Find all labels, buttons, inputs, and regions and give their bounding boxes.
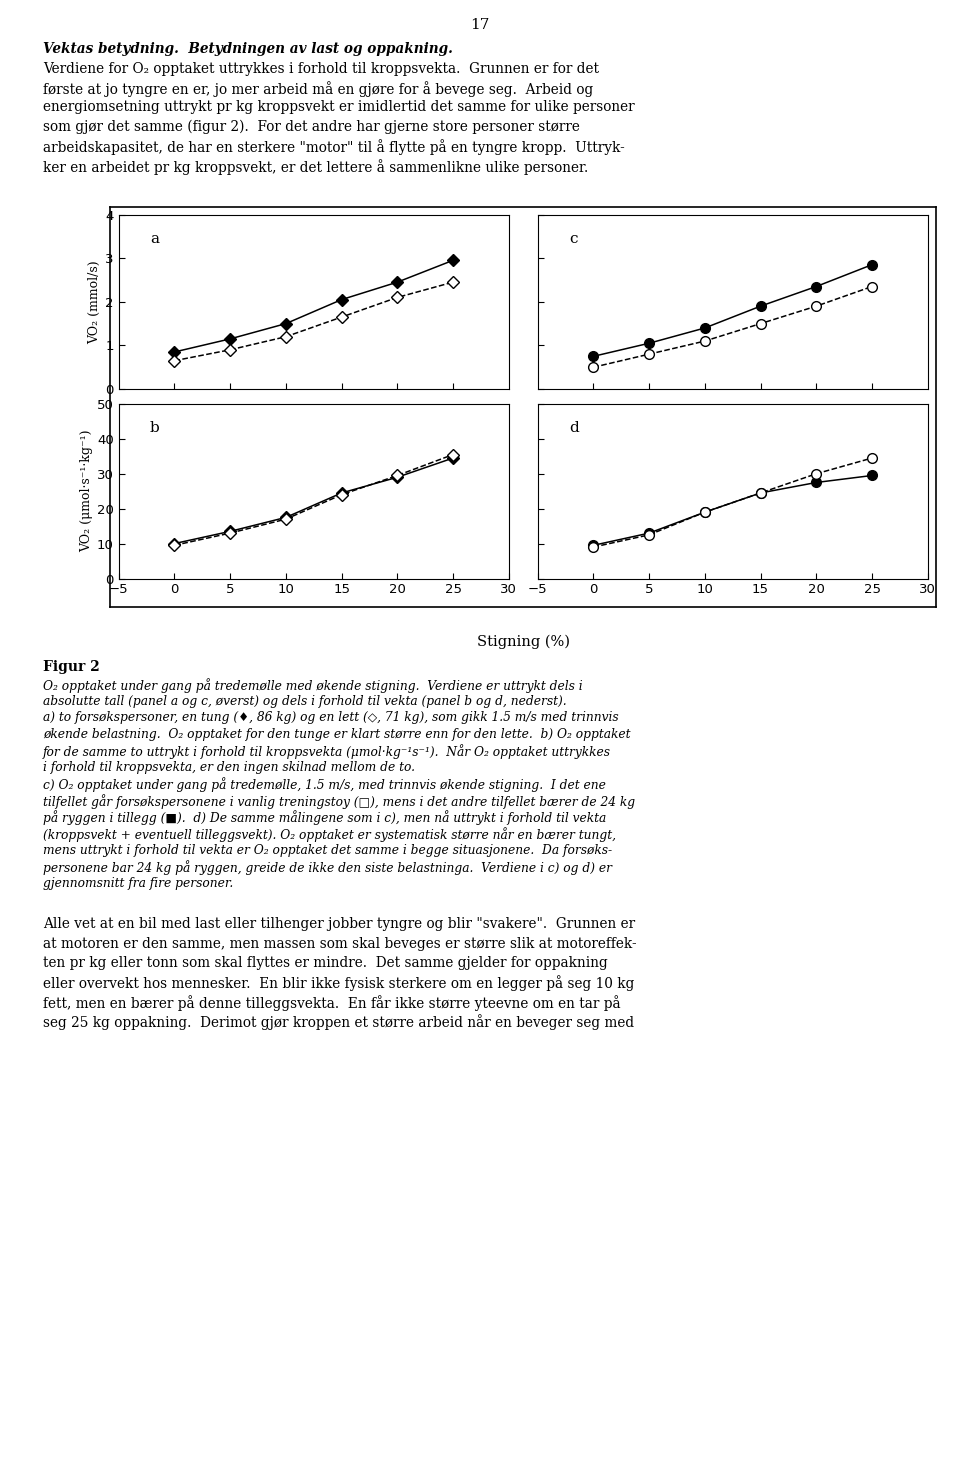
Text: eller overvekt hos mennesker.  En blir ikke fysisk sterkere om en legger på seg : eller overvekt hos mennesker. En blir ik…: [43, 975, 635, 991]
Text: 17: 17: [470, 18, 490, 33]
Text: ker en arbeidet pr kg kroppsvekt, er det lettere å sammenlikne ulike personer.: ker en arbeidet pr kg kroppsvekt, er det…: [43, 159, 588, 175]
Text: mens uttrykt i forhold til vekta er O₂ opptaket det samme i begge situasjonene. : mens uttrykt i forhold til vekta er O₂ o…: [43, 843, 612, 856]
Text: for de samme to uttrykt i forhold til kroppsvekta (μmol·kg⁻¹s⁻¹).  Når O₂ opptak: for de samme to uttrykt i forhold til kr…: [43, 745, 612, 760]
Text: Verdiene for O₂ opptaket uttrykkes i forhold til kroppsvekta.  Grunnen er for de: Verdiene for O₂ opptaket uttrykkes i for…: [43, 61, 599, 76]
Text: Figur 2: Figur 2: [43, 660, 100, 675]
Text: på ryggen i tillegg (■).  d) De samme målingene som i c), men nå uttrykt i forho: på ryggen i tillegg (■). d) De samme mål…: [43, 810, 607, 825]
Text: absolutte tall (panel a og c, øverst) og dels i forhold til vekta (panel b og d,: absolutte tall (panel a og c, øverst) og…: [43, 695, 566, 708]
Text: personene bar 24 kg på ryggen, greide de ikke den siste belastninga.  Verdiene i: personene bar 24 kg på ryggen, greide de…: [43, 861, 612, 876]
Text: energiomsetning uttrykt pr kg kroppsvekt er imidlertid det samme for ulike perso: energiomsetning uttrykt pr kg kroppsvekt…: [43, 101, 635, 114]
Text: b: b: [150, 421, 159, 435]
Text: Stigning (%): Stigning (%): [477, 635, 569, 649]
Text: seg 25 kg oppakning.  Derimot gjør kroppen et større arbeid når en beveger seg m: seg 25 kg oppakning. Derimot gjør kroppe…: [43, 1015, 635, 1030]
Text: tilfellet går forsøkspersonene i vanlig treningstoy (□), mens i det andre tilfel: tilfellet går forsøkspersonene i vanlig …: [43, 794, 636, 809]
Text: c) O₂ opptaket under gang på tredemølle, 1.5 m/s, med trinnvis økende stigning. : c) O₂ opptaket under gang på tredemølle,…: [43, 778, 606, 792]
Text: a: a: [150, 232, 158, 246]
Y-axis label: VO₂ (mmol/s): VO₂ (mmol/s): [88, 260, 101, 344]
Y-axis label: VO₂ (μmol·s⁻¹·kg⁻¹): VO₂ (μmol·s⁻¹·kg⁻¹): [80, 430, 93, 552]
Text: økende belastning.  O₂ opptaket for den tunge er klart større enn for den lette.: økende belastning. O₂ opptaket for den t…: [43, 729, 631, 741]
Text: arbeidskapasitet, de har en sterkere "motor" til å flytte på en tyngre kropp.  U: arbeidskapasitet, de har en sterkere "mo…: [43, 139, 625, 156]
Text: c: c: [569, 232, 577, 246]
Text: a) to forsøkspersoner, en tung (♦, 86 kg) og en lett (◇, 71 kg), som gikk 1.5 m/: a) to forsøkspersoner, en tung (♦, 86 kg…: [43, 711, 619, 724]
Text: som gjør det samme (figur 2).  For det andre har gjerne store personer større: som gjør det samme (figur 2). For det an…: [43, 120, 580, 135]
Text: Alle vet at en bil med last eller tilhenger jobber tyngre og blir "svakere".  Gr: Alle vet at en bil med last eller tilhen…: [43, 917, 636, 930]
Text: d: d: [569, 421, 579, 435]
Text: at motoren er den samme, men massen som skal beveges er større slik at motoreffe: at motoren er den samme, men massen som …: [43, 936, 636, 950]
Text: Vektas betydning.  Betydningen av last og oppakning.: Vektas betydning. Betydningen av last og…: [43, 42, 453, 56]
Text: fett, men en bærer på denne tilleggsvekta.  En får ikke større yteevne om en tar: fett, men en bærer på denne tilleggsvekt…: [43, 994, 621, 1011]
Text: i forhold til kroppsvekta, er den ingen skilnad mellom de to.: i forhold til kroppsvekta, er den ingen …: [43, 761, 415, 775]
Text: første at jo tyngre en er, jo mer arbeid må en gjøre for å bevege seg.  Arbeid o: første at jo tyngre en er, jo mer arbeid…: [43, 82, 593, 96]
Text: O₂ opptaket under gang på tredemølle med økende stigning.  Verdiene er uttrykt d: O₂ opptaket under gang på tredemølle med…: [43, 678, 583, 693]
Text: gjennomsnitt fra fire personer.: gjennomsnitt fra fire personer.: [43, 877, 233, 889]
Text: ten pr kg eller tonn som skal flyttes er mindre.  Det samme gjelder for oppaknin: ten pr kg eller tonn som skal flyttes er…: [43, 956, 608, 971]
Text: (kroppsvekt + eventuell tilleggsvekt). O₂ opptaket er systematisk større når en : (kroppsvekt + eventuell tilleggsvekt). O…: [43, 827, 616, 841]
